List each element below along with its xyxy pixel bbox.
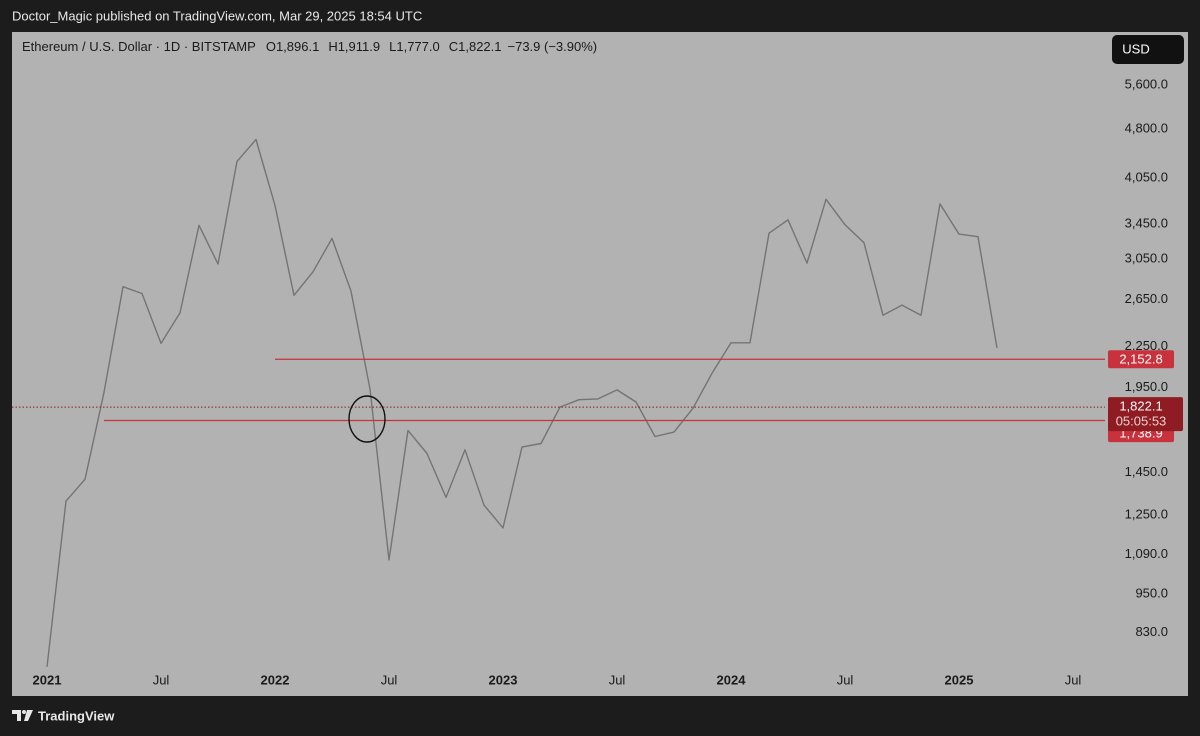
hand-drawn-circle [348,395,386,443]
chart-panel [12,32,1188,696]
x-tick-label: 2025 [945,672,974,687]
y-tick-label: 4,800.0 [1125,121,1168,136]
y-tick-label: 1,250.0 [1125,507,1168,522]
symbol-legend: Ethereum / U.S. Dollar · 1D · BITSTAMP O1… [22,39,597,54]
x-tick-label: Jul [153,672,170,687]
ohlc-value: 1,911.9 [338,39,380,54]
ohlc-key: H [328,39,337,54]
y-tick-label: 4,050.0 [1125,169,1168,184]
x-tick-label: Jul [1065,672,1082,687]
countdown-label: 05:05:53 [1116,414,1167,429]
level-price-box [1108,350,1174,369]
tradingview-logo [12,710,33,721]
x-tick-label: 2023 [489,672,518,687]
change-value: −73.9 (−3.90%) [508,39,598,54]
y-tick-label: 1,090.0 [1125,546,1168,561]
y-tick-label: 2,650.0 [1125,291,1168,306]
plot-area [12,84,1112,671]
ohlc-key: O [266,39,276,54]
publish-header: Doctor_Magic published on TradingView.co… [12,8,422,23]
y-tick-label: 2,250.0 [1125,338,1168,353]
y-tick-label: 3,050.0 [1125,251,1168,266]
ohlc-value: 1,777.0 [396,39,439,54]
x-tick-label: Jul [609,672,626,687]
y-tick-label: 1,950.0 [1125,379,1168,394]
last-price-box [1108,397,1183,432]
price-line [46,138,998,667]
x-tick-label: 2021 [33,672,62,687]
y-tick-label: 1,450.0 [1125,464,1168,479]
x-tick-label: Jul [381,672,398,687]
ohlc-value: 1,822.1 [458,39,501,54]
last-price-label: 1,822.1 [1119,399,1162,414]
ohlc-value: 1,896.1 [276,39,319,54]
y-tick-label: 830.0 [1135,624,1168,639]
y-tick-label: 950.0 [1135,585,1168,600]
ohlc-key: C [449,39,458,54]
chart-title: Ethereum / U.S. Dollar · 1D · BITSTAMP [22,39,256,54]
x-tick-label: 2022 [261,672,290,687]
x-tick-label: Jul [837,672,854,687]
y-tick-label: 3,450.0 [1125,215,1168,230]
ohlc-key: L [389,39,396,54]
y-tick-label: 5,600.0 [1125,76,1168,91]
level-price-label: 2,152.8 [1119,352,1162,367]
x-tick-label: 2024 [717,672,747,687]
currency-button[interactable] [1112,35,1184,64]
currency-label[interactable]: USD [1122,41,1149,56]
footer-brand: TradingView [38,708,115,723]
